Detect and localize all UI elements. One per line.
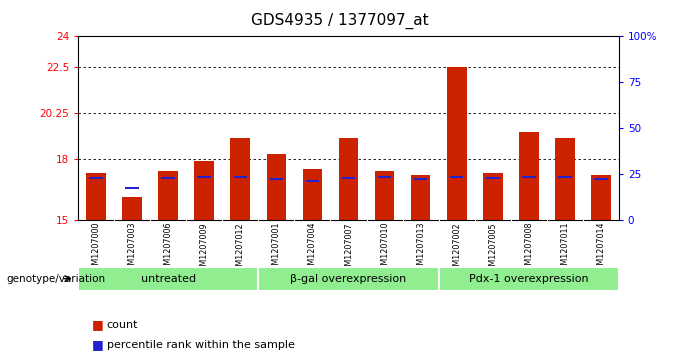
Bar <box>339 138 358 220</box>
Bar <box>522 176 536 178</box>
Bar <box>86 173 106 220</box>
Bar <box>197 176 211 178</box>
Text: GSM1207002: GSM1207002 <box>452 222 461 276</box>
Text: percentile rank within the sample: percentile rank within the sample <box>107 340 294 350</box>
Text: GSM1207013: GSM1207013 <box>416 222 425 276</box>
Text: GSM1207011: GSM1207011 <box>560 222 569 276</box>
Bar <box>591 175 611 220</box>
Bar <box>341 176 356 179</box>
Text: GDS4935 / 1377097_at: GDS4935 / 1377097_at <box>251 13 429 29</box>
Bar <box>194 160 214 220</box>
Bar <box>158 171 178 220</box>
Text: untreated: untreated <box>141 274 196 284</box>
Text: GSM1207003: GSM1207003 <box>128 222 137 276</box>
Text: GSM1207008: GSM1207008 <box>524 222 533 276</box>
Text: ■: ■ <box>92 318 103 331</box>
Bar <box>377 176 392 178</box>
Text: GSM1207009: GSM1207009 <box>200 222 209 276</box>
Bar <box>555 138 575 220</box>
Bar <box>558 176 572 178</box>
Bar <box>231 138 250 220</box>
Bar <box>413 178 428 180</box>
Bar <box>78 267 258 291</box>
Bar <box>375 171 394 220</box>
Text: GSM1207001: GSM1207001 <box>272 222 281 276</box>
Text: count: count <box>107 320 138 330</box>
Bar <box>519 132 539 220</box>
Text: GSM1207012: GSM1207012 <box>236 222 245 276</box>
Bar <box>483 173 503 220</box>
Text: GSM1207014: GSM1207014 <box>596 222 605 276</box>
Bar <box>411 175 430 220</box>
Bar <box>449 176 464 178</box>
Text: genotype/variation: genotype/variation <box>7 274 106 284</box>
Bar <box>303 169 322 220</box>
Bar <box>161 176 175 179</box>
Bar <box>125 187 139 189</box>
Bar <box>122 197 142 220</box>
Bar <box>258 267 439 291</box>
Text: GSM1207005: GSM1207005 <box>488 222 497 276</box>
Text: GSM1207006: GSM1207006 <box>164 222 173 276</box>
Bar <box>269 178 284 180</box>
Bar <box>486 176 500 179</box>
Bar <box>267 154 286 220</box>
Text: GSM1207000: GSM1207000 <box>92 222 101 276</box>
Text: GSM1207004: GSM1207004 <box>308 222 317 276</box>
Bar <box>447 67 466 220</box>
Text: β-gal overexpression: β-gal overexpression <box>290 274 407 284</box>
Text: Pdx-1 overexpression: Pdx-1 overexpression <box>469 274 588 284</box>
Text: ■: ■ <box>92 338 103 351</box>
Bar <box>594 178 608 180</box>
Bar <box>233 176 248 178</box>
Bar <box>439 267 619 291</box>
Bar <box>305 180 320 182</box>
Bar <box>89 176 103 179</box>
Text: GSM1207010: GSM1207010 <box>380 222 389 276</box>
Text: GSM1207007: GSM1207007 <box>344 222 353 276</box>
